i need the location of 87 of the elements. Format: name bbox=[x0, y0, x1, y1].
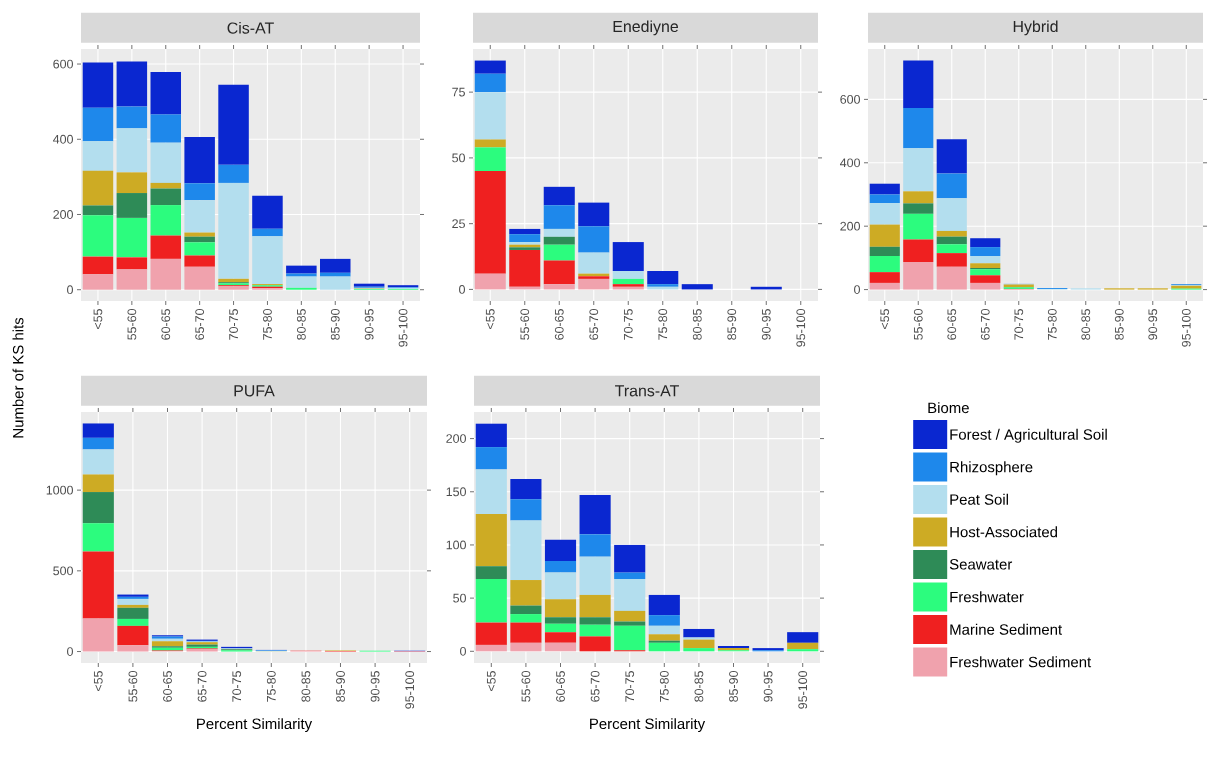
x-tick-label: 90-95 bbox=[364, 309, 374, 340]
legend-title: Biome bbox=[928, 402, 969, 414]
x-tick-label: 85-90 bbox=[729, 671, 738, 702]
legend-label: Freshwater bbox=[950, 591, 1024, 603]
legend-label: Host-Associated bbox=[950, 526, 1058, 538]
x-tick-label: 75-80 bbox=[1047, 309, 1057, 340]
x-tick-label: 60-65 bbox=[947, 309, 957, 340]
y-tick-label: 25 bbox=[452, 219, 465, 229]
x-tick-label: 55-60 bbox=[913, 309, 923, 340]
x-tick-label: 85-90 bbox=[336, 671, 345, 702]
x-tick-label: 80-85 bbox=[692, 309, 702, 340]
x-tick-label: 70-75 bbox=[1014, 309, 1024, 340]
chart-title: Enediyne bbox=[613, 20, 679, 36]
x-tick-label: 65-70 bbox=[197, 671, 207, 702]
x-tick-label: 85-90 bbox=[1114, 309, 1124, 340]
legend-label: Rhizosphere bbox=[950, 461, 1033, 476]
y-tick-label: 1000 bbox=[46, 485, 73, 495]
x-tick-label: 75-80 bbox=[263, 309, 272, 340]
x-tick-label: 55-60 bbox=[521, 671, 531, 702]
x-tick-label: 75-80 bbox=[658, 309, 668, 340]
chart-title: PUFA bbox=[234, 385, 275, 397]
x-tick-label: 80-85 bbox=[301, 671, 311, 702]
y-tick-label: 150 bbox=[446, 487, 466, 497]
y-tick-label: 0 bbox=[67, 647, 73, 656]
x-tick-label: 80-85 bbox=[1081, 309, 1091, 340]
x-tick-label: 65-70 bbox=[980, 309, 990, 340]
x-tick-label: 55-60 bbox=[128, 671, 138, 702]
x-axis-title: Percent Similarity bbox=[197, 718, 313, 733]
legend-label: Forest / Agricultural Soil bbox=[950, 428, 1107, 443]
x-axis-title: Percent Similarity bbox=[590, 718, 706, 733]
x-tick-label: 70-75 bbox=[229, 309, 238, 340]
y-tick-label: 600 bbox=[840, 94, 860, 104]
x-tick-label: 60-65 bbox=[161, 309, 171, 340]
x-tick-label: 60-65 bbox=[556, 671, 565, 702]
x-tick-label: 80-85 bbox=[296, 309, 306, 340]
x-tick-label: 65-70 bbox=[589, 309, 599, 340]
y-tick-label: 75 bbox=[452, 87, 465, 97]
x-tick-label: 65-70 bbox=[590, 671, 600, 702]
x-tick-label: <55 bbox=[486, 671, 496, 692]
x-tick-label: <55 bbox=[93, 671, 103, 692]
x-tick-label: 85-90 bbox=[330, 309, 340, 340]
x-tick-label: 75-80 bbox=[659, 671, 669, 702]
legend-label: Peat Soil bbox=[950, 493, 1008, 505]
x-tick-label: 85-90 bbox=[727, 309, 737, 340]
x-tick-label: 55-60 bbox=[127, 309, 137, 340]
x-tick-label: <55 bbox=[485, 309, 495, 330]
x-tick-label: 95-100 bbox=[798, 671, 808, 709]
legend-label: Seawater bbox=[949, 559, 1013, 570]
y-tick-label: 50 bbox=[452, 153, 465, 163]
y-tick-label: 400 bbox=[52, 134, 73, 144]
chart-title: Trans-AT bbox=[615, 385, 679, 397]
x-tick-label: 60-65 bbox=[554, 309, 564, 340]
y-tick-label: 500 bbox=[53, 566, 73, 576]
y-tick-label: 200 bbox=[840, 221, 860, 231]
y-tick-label: 200 bbox=[446, 434, 466, 443]
x-tick-label: 60-65 bbox=[163, 671, 172, 702]
y-tick-label: 600 bbox=[53, 59, 73, 69]
legend-label: Marine Sediment bbox=[950, 623, 1063, 635]
x-tick-label: <55 bbox=[880, 309, 890, 330]
legend-label: Freshwater Sediment bbox=[950, 656, 1092, 668]
y-tick-label: 0 bbox=[67, 285, 73, 295]
x-tick-label: 95-100 bbox=[796, 309, 806, 347]
y-tick-label: 400 bbox=[839, 158, 860, 168]
y-tick-label: 0 bbox=[460, 646, 466, 656]
y-tick-label: 0 bbox=[459, 285, 465, 294]
x-tick-label: 95-100 bbox=[405, 671, 415, 709]
x-tick-label: 65-70 bbox=[195, 309, 205, 340]
x-tick-label: 90-95 bbox=[761, 309, 771, 340]
y-tick-label: 100 bbox=[446, 540, 466, 550]
y-tick-label: 200 bbox=[53, 210, 73, 219]
x-tick-label: 90-95 bbox=[763, 671, 773, 702]
chart-title: Hybrid bbox=[1013, 20, 1058, 36]
x-tick-label: 70-75 bbox=[232, 671, 242, 702]
x-tick-label: 70-75 bbox=[625, 671, 635, 702]
x-tick-label: 70-75 bbox=[623, 309, 633, 340]
x-tick-label: 90-95 bbox=[370, 671, 380, 702]
y-tick-label: 0 bbox=[854, 285, 860, 294]
x-tick-label: 95-100 bbox=[398, 309, 408, 347]
y-tick-label: 50 bbox=[453, 593, 466, 603]
x-tick-label: 75-80 bbox=[266, 671, 276, 702]
x-tick-label: <55 bbox=[93, 309, 103, 330]
x-tick-label: 95-100 bbox=[1181, 309, 1191, 347]
x-tick-label: 55-60 bbox=[520, 309, 530, 340]
x-tick-label: 90-95 bbox=[1148, 309, 1158, 340]
chart-title: Cis-AT bbox=[227, 21, 274, 34]
y-axis-title: Number of KS hits bbox=[12, 317, 24, 438]
x-tick-label: 80-85 bbox=[694, 671, 704, 702]
